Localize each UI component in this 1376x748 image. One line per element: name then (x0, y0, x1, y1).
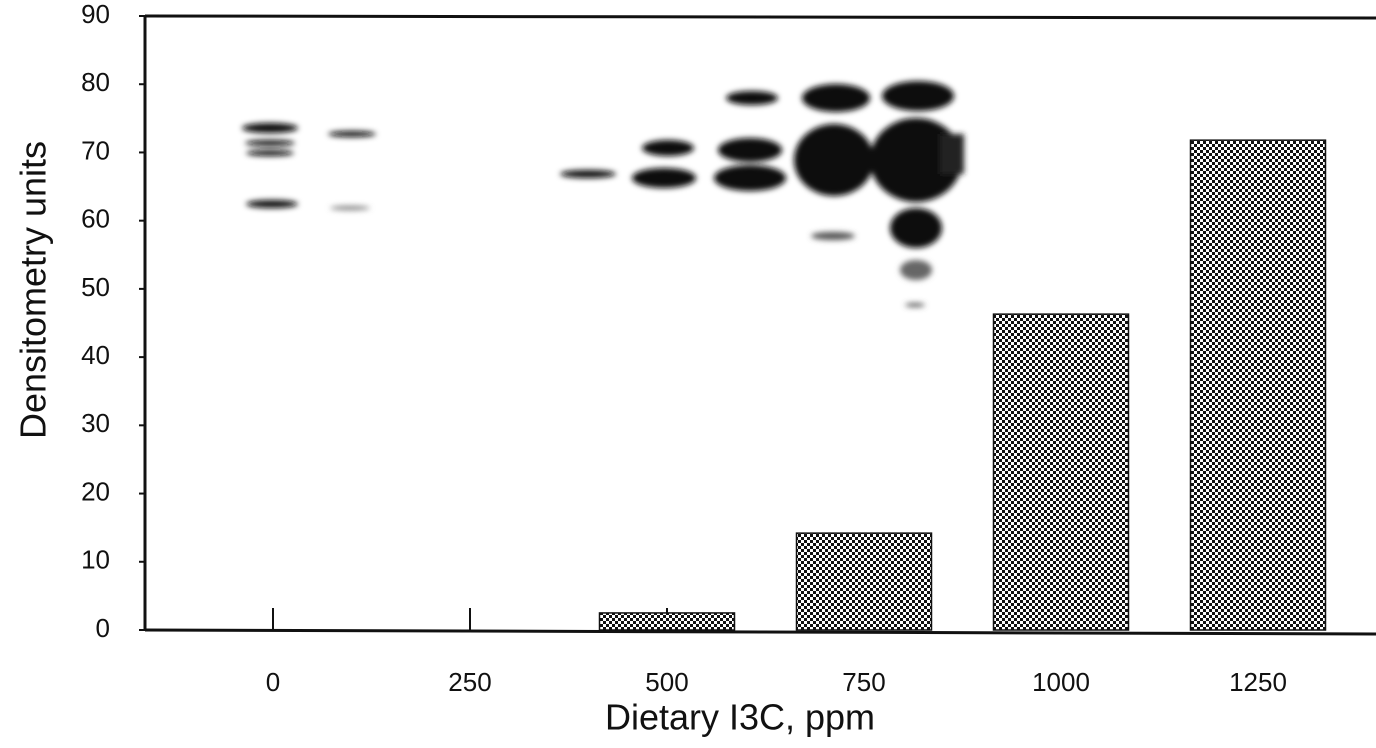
top-frame (144, 14, 1376, 20)
bar (992, 313, 1130, 631)
x-axis-line (144, 628, 1376, 636)
y-tick-label: 10 (81, 545, 110, 575)
bar (795, 532, 933, 631)
x-tick-label: 250 (448, 667, 491, 697)
y-tick-label: 50 (81, 272, 110, 302)
y-tick-label: 30 (81, 408, 110, 438)
y-tick-label: 60 (81, 204, 110, 234)
y-tick-label: 90 (81, 0, 110, 29)
bar (1189, 139, 1327, 631)
y-tick-label: 20 (81, 476, 110, 506)
x-tick-label: 1000 (1032, 667, 1090, 697)
y-tick-label: 80 (81, 67, 110, 97)
x-tick-label: 1250 (1229, 667, 1287, 697)
x-tick-label: 0 (266, 667, 280, 697)
y-tick-label: 70 (81, 135, 110, 165)
y-tick-label: 40 (81, 340, 110, 370)
x-axis-label: Dietary I3C, ppm (605, 697, 875, 738)
x-tick-label: 500 (645, 667, 688, 697)
x-tick-label: 750 (842, 667, 885, 697)
y-axis-label: Densitometry units (13, 141, 54, 439)
y-tick-label: 0 (96, 613, 110, 643)
bar (598, 612, 736, 631)
blot-image (242, 81, 964, 307)
